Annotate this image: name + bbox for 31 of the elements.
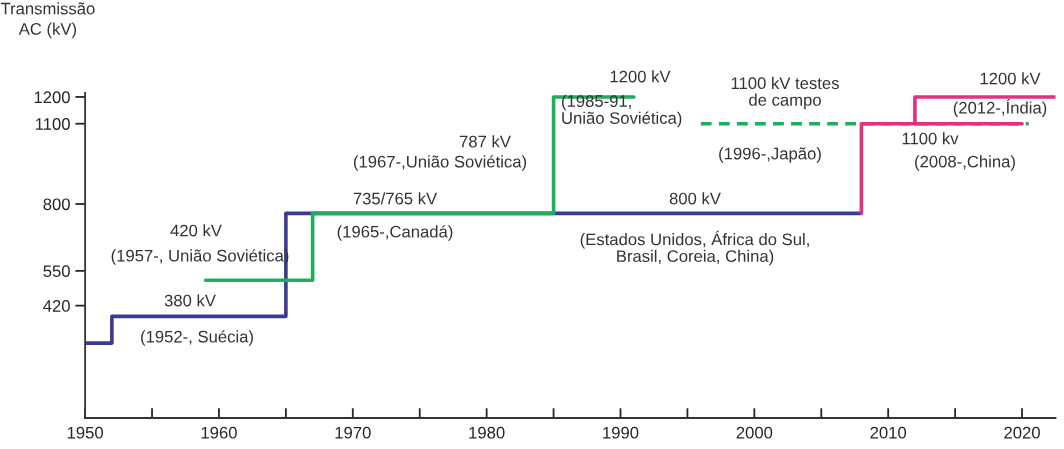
annotation: (Estados Unidos, África do Sul, Brasil, Coreia, China) [580, 230, 809, 266]
y-axis-title: Transmissão AC (kV) [0, 2, 95, 39]
y-tick-label: 800 [43, 198, 70, 211]
annotation: (1996-,Japão) [719, 147, 821, 163]
annotation: (1965-,Canadá) [337, 225, 453, 241]
annotation: 380 kV [164, 294, 216, 307]
annotation: (2012-,Índia) [953, 99, 1047, 117]
y-tick-label: 420 [43, 300, 70, 312]
annotation: (1952-, Suécia) [141, 330, 253, 346]
annotation: 800 kV [669, 192, 721, 205]
x-tick-label: 1970 [335, 426, 371, 439]
annotation: 787 kV [459, 135, 511, 148]
x-tick-label: 2000 [736, 426, 773, 439]
x-tick-label: 2020 [1004, 426, 1040, 439]
y-tick-label: 550 [43, 265, 70, 278]
y-tick-label: 1100 [35, 118, 70, 130]
annotation: (1985-91, União Soviética) [562, 94, 682, 128]
x-tick-label: 2010 [870, 426, 907, 439]
annotation: 1100 kv [902, 132, 959, 145]
annotation: (2008-,China) [915, 155, 1015, 171]
x-tick-label: 1950 [67, 426, 104, 439]
text: 1200 kV [610, 70, 671, 83]
y-tick-label: 1200 [34, 91, 70, 104]
x-tick-label: 1960 [201, 426, 237, 439]
x-tick-label: 1990 [603, 426, 639, 439]
text: 1200 kV [980, 72, 1041, 85]
annotation: (1967-,União Soviética) [353, 155, 527, 171]
annotation: 1100 kV testes de campo [731, 76, 839, 110]
annotation: 735/765 kV [353, 192, 438, 205]
annotation: 420 kV [170, 224, 222, 237]
x-tick-label: 1980 [469, 426, 505, 439]
